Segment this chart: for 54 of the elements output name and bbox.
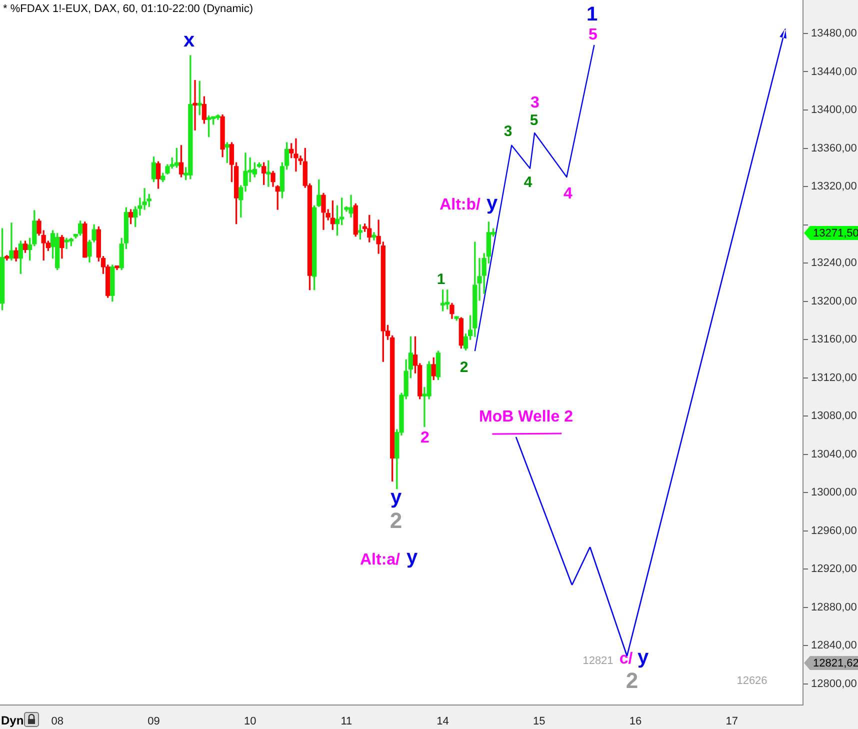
y-tick-label: 12920,00 [811,563,857,576]
y-tick-label: 12880,00 [811,601,857,614]
annotation: 4 [524,174,533,192]
y-tick-label: 13360,00 [811,142,857,154]
annotation: 1 [436,271,446,288]
annotation: x [183,30,195,52]
annotation: c/ [619,650,634,668]
annotation: 3 [504,123,512,140]
annotation: 3 [530,94,540,112]
annotation: 2 [460,359,468,376]
annotation: 5 [588,26,598,44]
y-tick-label: 13120,00 [811,372,857,384]
x-tick-label: 09 [148,716,160,728]
annotation: y [406,546,418,569]
y-tick-label: 12960,00 [811,524,857,537]
annotation: 2 [420,429,430,446]
candlestick [266,160,271,187]
y-tick-label: 13440,00 [811,66,857,78]
y-tick-label: 13400,00 [811,104,857,116]
text: 12821,62 [813,658,858,670]
y-tick-label: 13080,00 [811,410,857,422]
annotation: 4 [564,185,573,202]
x-tick-label: 15 [533,716,546,728]
y-tick-label: 12840,00 [811,640,857,652]
annotation: y [390,486,402,509]
annotation: 12626 [736,675,768,688]
y-tick-label: 12800,00 [811,678,857,690]
y-tick-label: 13200,00 [811,295,857,308]
x-tick-label: 08 [51,716,64,728]
y-tick-label: 13320,00 [811,180,857,193]
annotation: 12821 [582,655,614,668]
y-tick-label: 13040,00 [811,448,857,460]
annotation: 5 [530,112,538,130]
y-tick-label: 13000,00 [811,486,857,499]
x-tick-label: 10 [244,716,256,728]
annotation: 1 [586,4,598,26]
y-tick-label: 13480,00 [811,28,857,40]
annotation: 2 [626,668,638,694]
annotation: 2 [390,508,402,534]
y-tick-label: 13240,00 [811,257,857,270]
annotation: MoB Welle 2 [479,408,574,426]
annotation: Alt:b/ [440,196,481,214]
annotation: Alt:a/ [360,551,401,568]
annotation: y [637,646,650,669]
candlestick [9,222,14,261]
x-tick-label: 17 [726,716,738,728]
candlestick [192,80,198,130]
text: Dyn [1,713,24,728]
x-tick-label: 11 [340,716,352,728]
x-tick-label: 14 [436,716,449,728]
annotation: y [486,192,498,215]
y-tick-label: 13160,00 [811,334,857,346]
chart-title: * %FDAX 1!-EUX, DAX, 60, 01:10-22:00 (Dynamic) [3,3,254,16]
x-tick-label: 16 [629,716,642,728]
